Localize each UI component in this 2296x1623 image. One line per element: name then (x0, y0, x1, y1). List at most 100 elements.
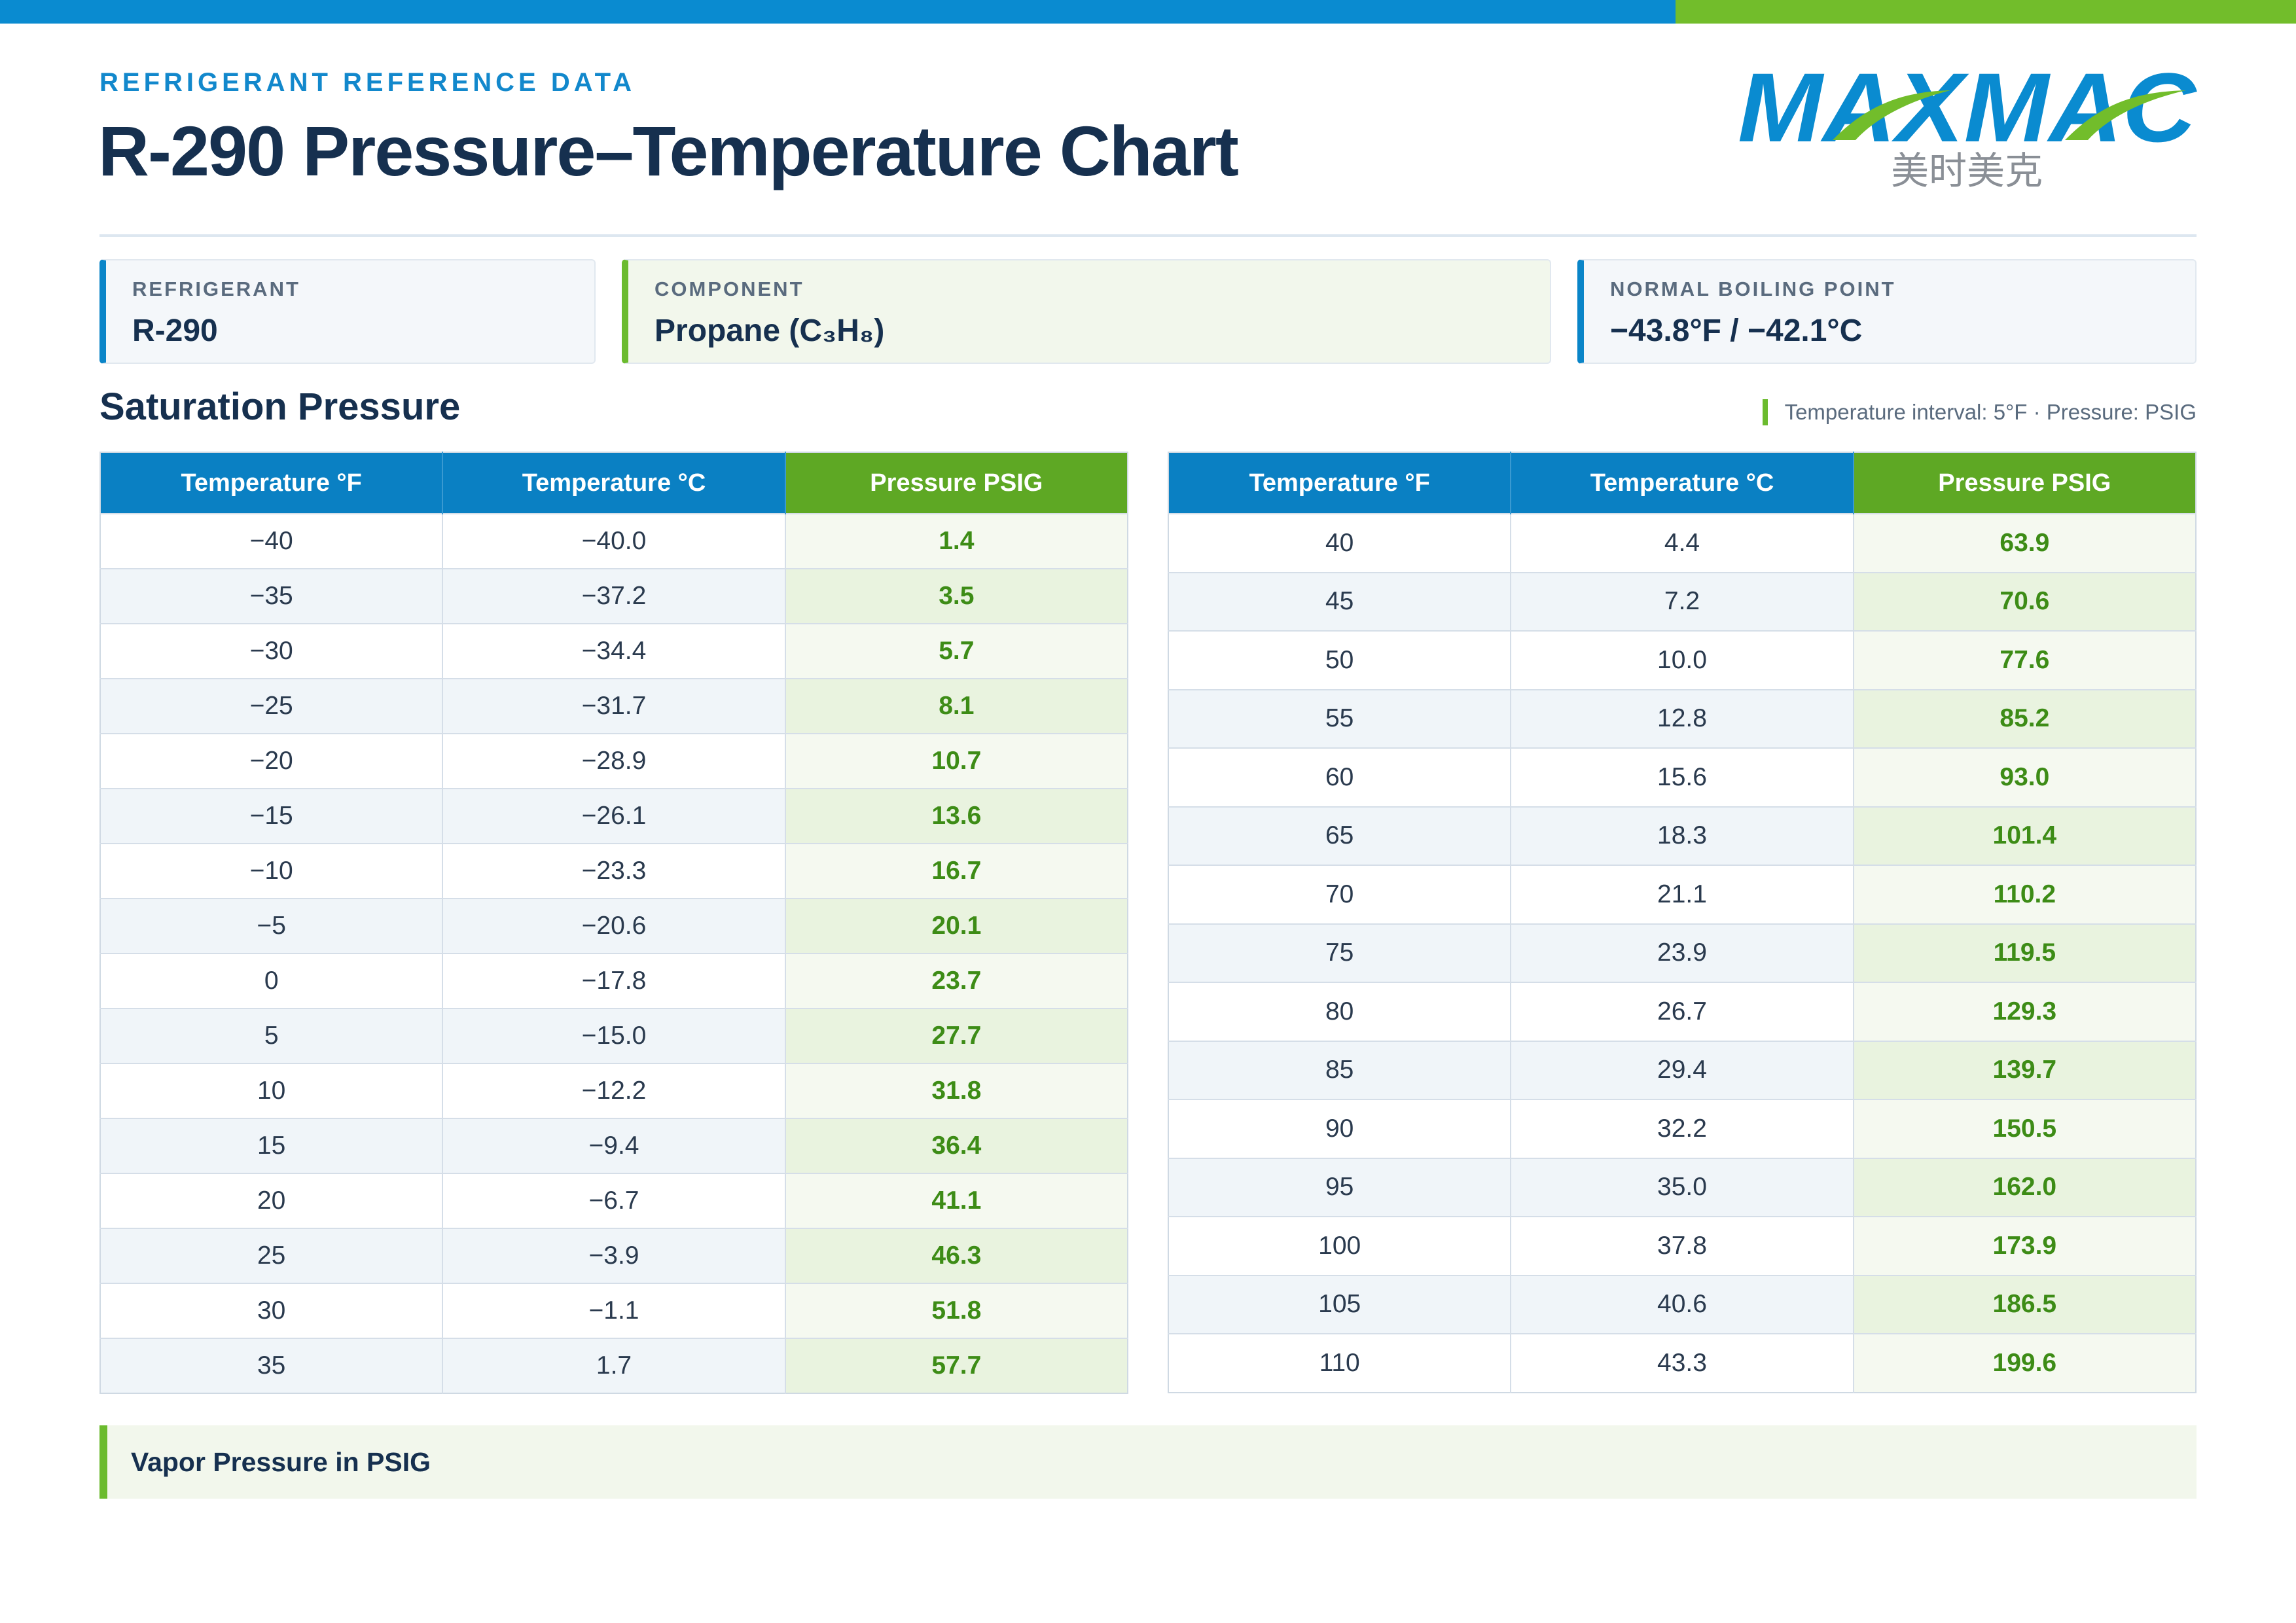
component-card: COMPONENT Propane (C₃H₈) (622, 259, 1551, 364)
temp-f-cell: 75 (1168, 923, 1512, 982)
refrigerant-card: REFRIGERANT R-290 (99, 259, 596, 364)
pressure-cell: 110.2 (1853, 865, 2196, 924)
boiling-point-label: NORMAL BOILING POINT (1610, 277, 1896, 300)
temp-c-cell: −3.9 (442, 1228, 786, 1283)
component-label: COMPONENT (655, 277, 804, 300)
table-row: 75 23.9 119.5 (1168, 923, 2196, 982)
footer-note: Vapor Pressure in PSIG (99, 1425, 2197, 1499)
top-accent-bar (0, 0, 2296, 24)
table-row: −5 −20.6 20.1 (100, 898, 1128, 954)
temp-f-cell: 105 (1168, 1274, 1512, 1334)
page-title: R-290 Pressure–Temperature Chart (98, 111, 1239, 190)
table-row: 30 −1.1 51.8 (100, 1283, 1128, 1338)
temp-c-cell: 35.0 (1511, 1157, 1854, 1217)
temp-c-cell: 37.8 (1511, 1216, 1854, 1275)
temp-c-cell: 40.6 (1511, 1274, 1854, 1334)
temp-f-cell: 15 (100, 1118, 444, 1173)
temp-f-cell: 70 (1168, 865, 1512, 924)
maxmac-logo: MAXMAC 美时美克 (1738, 63, 2198, 193)
temp-c-cell: −37.2 (442, 568, 786, 624)
temp-f-cell: 85 (1168, 1040, 1512, 1099)
pressure-cell: 186.5 (1853, 1274, 2196, 1334)
temp-f-cell: 25 (100, 1228, 444, 1283)
table-row: −20 −28.9 10.7 (100, 733, 1128, 789)
header-eyebrow: REFRIGERANT REFERENCE DATA (99, 68, 636, 97)
table-row: −35 −37.2 3.5 (100, 568, 1128, 624)
pressure-cell: 129.3 (1853, 982, 2196, 1041)
pressure-cell: 70.6 (1853, 571, 2196, 631)
table-row: 5 −15.0 27.7 (100, 1008, 1128, 1063)
pressure-cell: 31.8 (785, 1063, 1128, 1118)
temp-c-cell: 1.7 (442, 1338, 786, 1393)
temp-c-cell: −17.8 (442, 953, 786, 1008)
temp-c-cell: −1.1 (442, 1283, 786, 1338)
temp-c-cell: −31.7 (442, 678, 786, 734)
temp-f-cell: −40 (100, 513, 444, 569)
pressure-cell: 20.1 (785, 898, 1128, 954)
pressure-cell: 41.1 (785, 1173, 1128, 1228)
temp-c-cell: −23.3 (442, 843, 786, 899)
table-header-row: Temperature °F Temperature °C Pressure P… (1168, 452, 2196, 514)
logo-wordmark: MAXMAC (1738, 63, 2198, 162)
table-row: −25 −31.7 8.1 (100, 678, 1128, 734)
temp-f-cell: −35 (100, 568, 444, 624)
note-accent-bar (1762, 399, 1768, 425)
temp-c-cell: −34.4 (442, 623, 786, 679)
temp-f-cell: 110 (1168, 1333, 1512, 1393)
temp-f-cell: 20 (100, 1173, 444, 1228)
pressure-cell: 27.7 (785, 1008, 1128, 1063)
temp-c-cell: 26.7 (1511, 982, 1854, 1041)
pressure-cell: 119.5 (1853, 923, 2196, 982)
pressure-cell: 85.2 (1853, 688, 2196, 748)
header-pressure: Pressure PSIG (785, 452, 1128, 514)
header-divider (99, 234, 2197, 237)
temp-f-cell: 65 (1168, 806, 1512, 865)
table-row: 40 4.4 63.9 (1168, 513, 2196, 573)
table-row: 0 −17.8 23.7 (100, 953, 1128, 1008)
boiling-point-value: −43.8°F / −42.1°C (1610, 313, 1863, 348)
pressure-cell: 13.6 (785, 788, 1128, 844)
pressure-cell: 8.1 (785, 678, 1128, 734)
table-row: 110 43.3 199.6 (1168, 1333, 2196, 1393)
top-accent-blue (0, 0, 1676, 24)
table-row: 25 −3.9 46.3 (100, 1228, 1128, 1283)
pressure-cell: 77.6 (1853, 630, 2196, 690)
table-row: 35 1.7 57.7 (100, 1338, 1128, 1393)
pressure-cell: 3.5 (785, 568, 1128, 624)
temp-f-cell: 60 (1168, 747, 1512, 807)
refrigerant-label: REFRIGERANT (132, 277, 300, 300)
table-row: 85 29.4 139.7 (1168, 1040, 2196, 1099)
pressure-cell: 199.6 (1853, 1333, 2196, 1393)
temp-c-cell: −9.4 (442, 1118, 786, 1173)
table-row: 45 7.2 70.6 (1168, 571, 2196, 631)
boiling-point-card: NORMAL BOILING POINT −43.8°F / −42.1°C (1577, 259, 2197, 364)
temp-f-cell: 90 (1168, 1099, 1512, 1158)
temp-f-cell: 35 (100, 1338, 444, 1393)
temp-f-cell: 95 (1168, 1157, 1512, 1217)
table-row: 95 35.0 162.0 (1168, 1157, 2196, 1217)
temp-c-cell: −40.0 (442, 513, 786, 569)
pressure-cell: 10.7 (785, 733, 1128, 789)
temp-c-cell: 23.9 (1511, 923, 1854, 982)
table-row: −30 −34.4 5.7 (100, 623, 1128, 679)
pressure-cell: 51.8 (785, 1283, 1128, 1338)
temp-f-cell: 45 (1168, 571, 1512, 631)
temp-c-cell: −6.7 (442, 1173, 786, 1228)
pressure-cell: 46.3 (785, 1228, 1128, 1283)
section-title: Saturation Pressure (99, 385, 461, 428)
table-note: Temperature interval: 5°F · Pressure: PS… (1762, 399, 2197, 425)
temp-c-cell: 4.4 (1511, 513, 1854, 573)
header-temp-f: Temperature °F (100, 452, 444, 514)
table-row: 100 37.8 173.9 (1168, 1216, 2196, 1275)
table-row: 60 15.6 93.0 (1168, 747, 2196, 807)
table-row: 80 26.7 129.3 (1168, 982, 2196, 1041)
temp-f-cell: 50 (1168, 630, 1512, 690)
temp-c-cell: −12.2 (442, 1063, 786, 1118)
table-row: 15 −9.4 36.4 (100, 1118, 1128, 1173)
table-row: 70 21.1 110.2 (1168, 865, 2196, 924)
pressure-cell: 173.9 (1853, 1216, 2196, 1275)
temp-f-cell: 10 (100, 1063, 444, 1118)
pressure-cell: 150.5 (1853, 1099, 2196, 1158)
note-text: Temperature interval: 5°F · Pressure: PS… (1784, 400, 2197, 424)
pressure-cell: 1.4 (785, 513, 1128, 569)
